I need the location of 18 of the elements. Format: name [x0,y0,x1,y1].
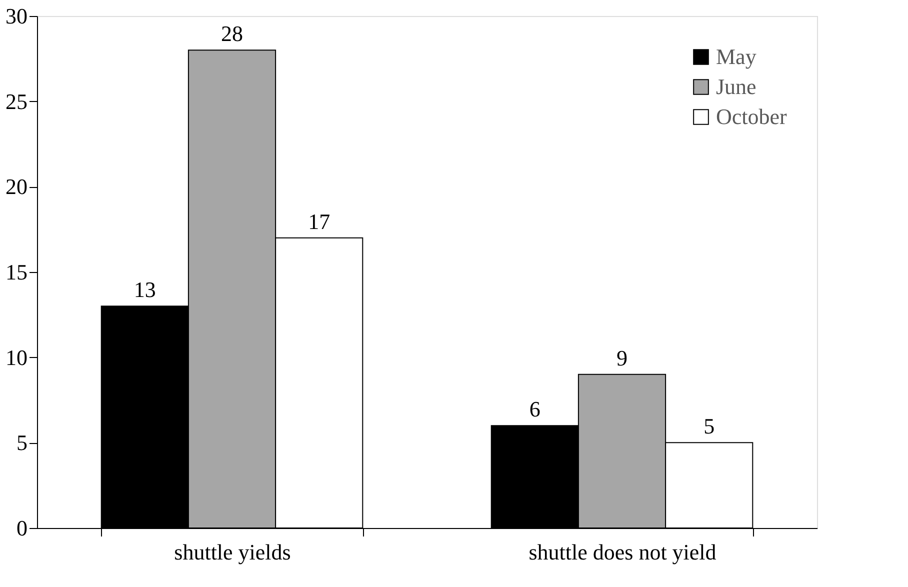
data-label: 28 [221,21,243,46]
y-tick-label: 25 [6,88,28,114]
legend-label: May [716,44,756,69]
data-label: 6 [529,396,540,422]
y-tick-label: 10 [6,344,28,370]
x-tick-label: shuttle yields [174,540,291,564]
data-label: 13 [134,277,156,302]
legend-label: October [716,104,788,129]
y-tick-label: 20 [6,174,28,200]
y-tick-label: 30 [6,4,28,28]
data-label: 5 [704,414,715,439]
x-tick-label: shuttle does not yield [528,540,716,564]
data-label: 17 [308,208,330,234]
y-tick-label: 15 [6,260,28,284]
y-tick-label: 5 [16,430,28,456]
y-tick-label: 0 [16,516,28,540]
data-label: 9 [616,345,628,370]
legend-label: June [716,74,756,99]
